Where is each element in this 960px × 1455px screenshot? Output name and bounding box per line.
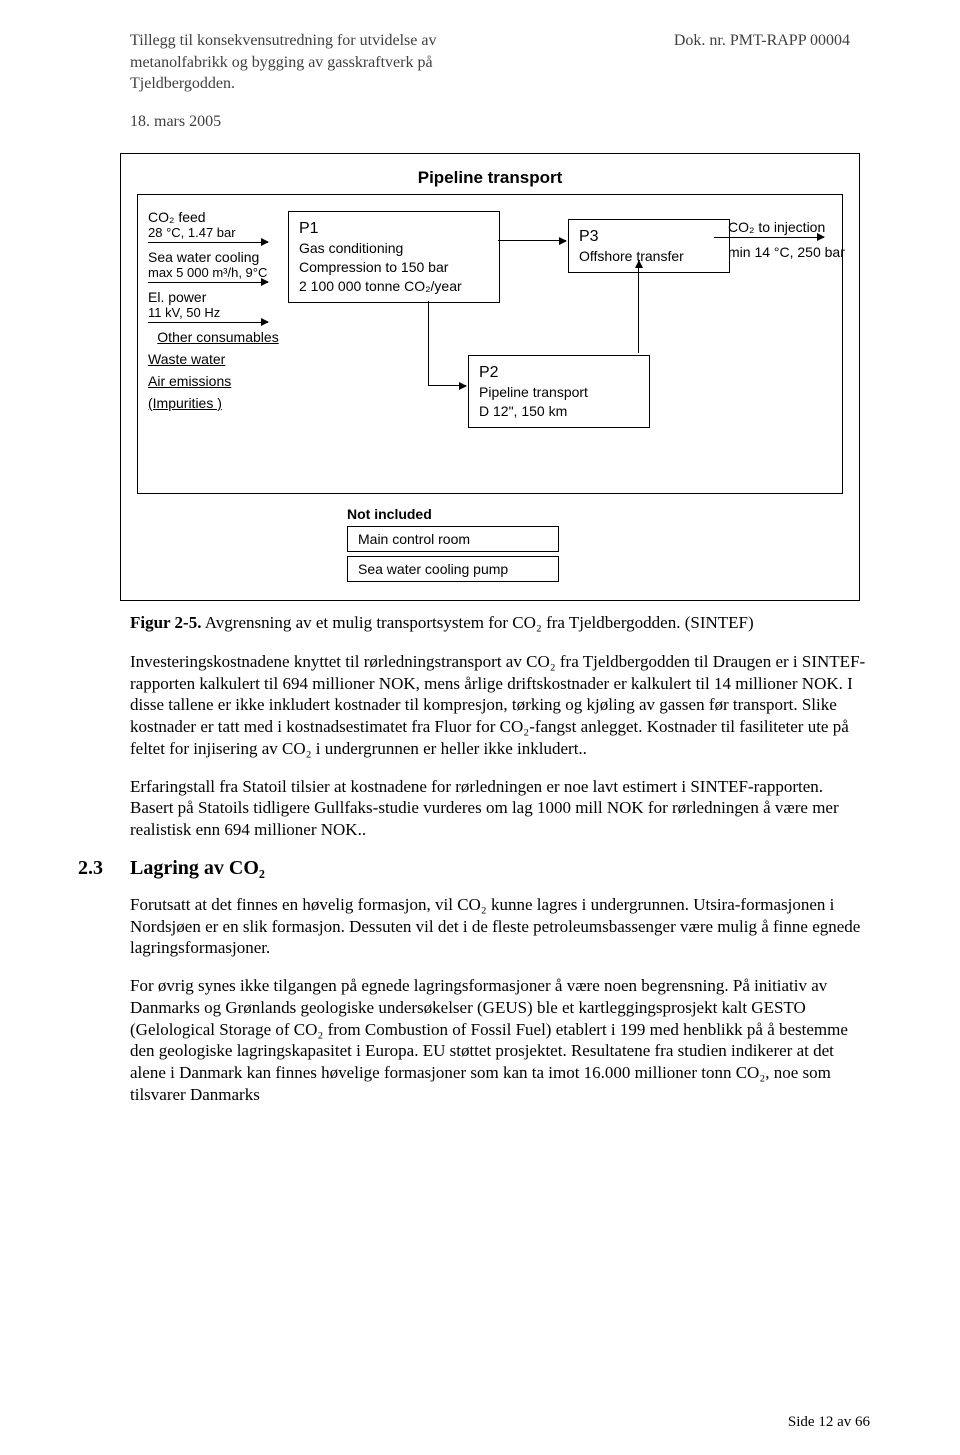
input-air-emissions: Air emissions [148, 373, 288, 389]
section-title: Lagring av CO₂ [130, 857, 265, 880]
input-co2-feed: CO₂ feed 28 °C, 1.47 bar [148, 209, 288, 243]
arrow-icon [714, 237, 824, 238]
section-number: 2.3 [78, 857, 130, 880]
box-p2: P2 Pipeline transport D 12", 150 km [468, 355, 650, 428]
box-p1: P1 Gas conditioning Compression to 150 b… [288, 211, 500, 303]
ni-item: Sea water cooling pump [347, 556, 559, 582]
page-header: Tillegg til konsekvensutredning for utvi… [130, 30, 870, 95]
arrow-icon [148, 322, 268, 323]
input-el-power: El. power 11 kV, 50 Hz [148, 289, 288, 323]
input-sea-water: Sea water cooling max 5 000 m³/h, 9°C [148, 249, 288, 283]
caption-label: Figur 2-5. [130, 613, 201, 632]
arrow-p1-p3 [498, 240, 566, 241]
arrow-icon [148, 242, 268, 243]
paragraph: Erfaringstall fra Statoil tilsier at kos… [130, 776, 870, 841]
arrow-p2-p3 [638, 261, 639, 353]
paragraph: Investeringskostnadene knyttet til rørle… [130, 651, 870, 760]
box-p3: P3 Offshore transfer [568, 219, 730, 273]
input-waste-water: Waste water [148, 351, 288, 367]
paragraph: Forutsatt at det finnes en høvelig forma… [130, 894, 870, 959]
header-left: Tillegg til konsekvensutredning for utvi… [130, 30, 510, 95]
body-text-2: Forutsatt at det finnes en høvelig forma… [130, 894, 870, 1106]
arrow-vert-p1-p2 [428, 301, 429, 386]
input-impurities: (Impurities ) [148, 395, 288, 411]
diagram-inputs: CO₂ feed 28 °C, 1.47 bar Sea water cooli… [148, 209, 288, 417]
body-text: Investeringskostnadene knyttet til rørle… [130, 651, 870, 841]
header-doc-nr: Dok. nr. PMT-RAPP 00004 [674, 30, 850, 95]
pipeline-diagram: Pipeline transport CO₂ feed 28 °C, 1.47 … [120, 153, 860, 601]
figure-caption: Figur 2-5. Avgrensning av et mulig trans… [130, 613, 870, 633]
caption-text: Avgrensning av et mulig transportsystem … [201, 613, 753, 632]
arrow-to-p2 [428, 385, 466, 386]
diagram-output: CO₂ to injection min 14 °C, 250 bar [728, 219, 858, 260]
section-heading: 2.3 Lagring av CO₂ [78, 857, 870, 880]
diagram-area: CO₂ feed 28 °C, 1.47 bar Sea water cooli… [137, 194, 843, 494]
diagram-title: Pipeline transport [137, 168, 843, 188]
page-footer: Side 12 av 66 [788, 1414, 870, 1431]
arrow-icon [148, 282, 268, 283]
not-included: Not included Main control room Sea water… [347, 506, 843, 582]
header-date: 18. mars 2005 [130, 113, 870, 131]
input-other: Other consumables [148, 329, 288, 345]
ni-item: Main control room [347, 526, 559, 552]
paragraph: For øvrig synes ikke tilgangen på egnede… [130, 975, 870, 1106]
